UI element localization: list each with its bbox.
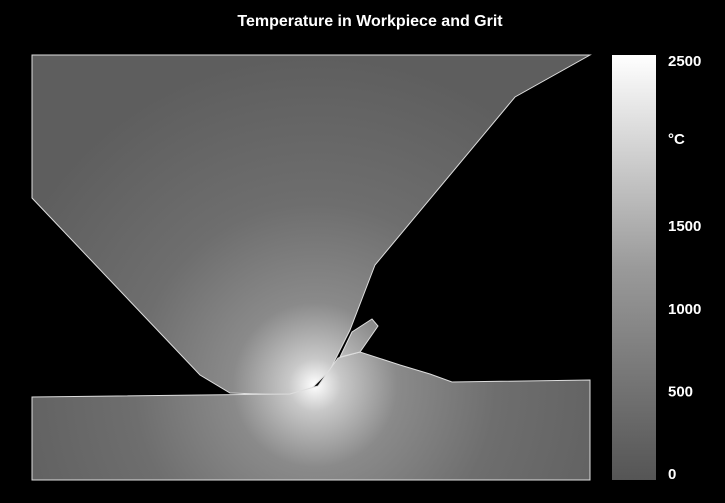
chart: Temperature in Workpiece and Grit °C 0 50…	[0, 0, 725, 498]
colorbar-tick-label: 2500	[668, 53, 701, 70]
colorbar-tick-label: 0	[668, 466, 676, 483]
colorbar	[612, 55, 656, 480]
colorbar-tick-label: 1000	[668, 301, 701, 318]
colorbar-tick-label: 1500	[668, 218, 701, 235]
colorbar-label: °C	[668, 131, 685, 148]
page: {"chart_data": {"type": "field", "title"…	[0, 0, 725, 498]
colorbar-tick-label: 500	[668, 383, 693, 400]
chart-title: Temperature in Workpiece and Grit	[237, 13, 503, 30]
